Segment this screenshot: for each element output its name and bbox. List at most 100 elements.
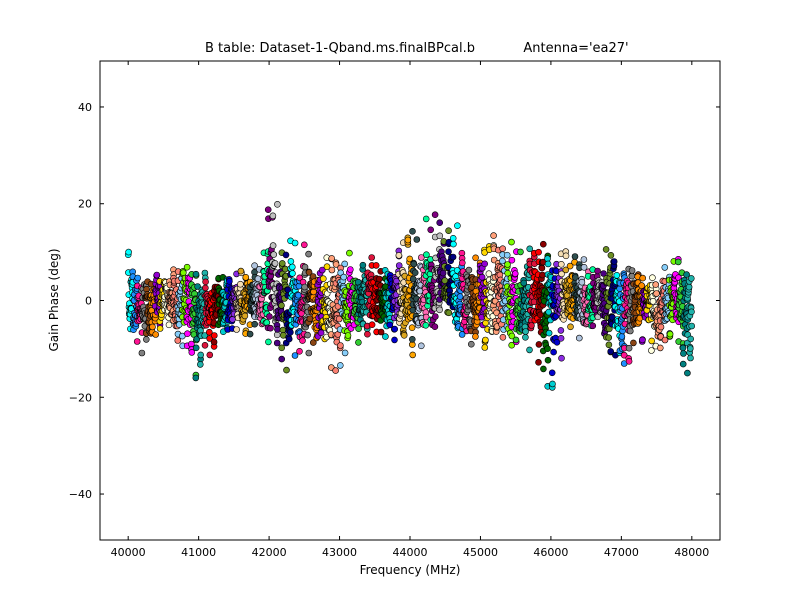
data-point [648, 337, 656, 345]
data-point [557, 327, 565, 334]
data-point [580, 256, 588, 263]
data-point [545, 329, 553, 337]
data-point [485, 270, 493, 278]
data-point [309, 339, 317, 346]
data-point [400, 331, 408, 339]
data-point [237, 280, 244, 288]
data-point [233, 326, 240, 333]
data-point [445, 248, 452, 255]
data-point [687, 335, 695, 343]
data-point [558, 270, 565, 278]
data-point [605, 341, 613, 349]
data-point [184, 330, 191, 338]
data-point [125, 248, 132, 256]
data-point [269, 242, 277, 249]
data-point [201, 341, 209, 349]
chart-subtitle: Antenna='ea27' [523, 41, 628, 56]
data-point [296, 274, 304, 282]
data-point [431, 313, 439, 320]
data-point [481, 260, 489, 268]
data-point [194, 283, 201, 290]
data-point [395, 262, 403, 269]
data-point [544, 260, 552, 268]
data-point [508, 256, 516, 264]
data-point [206, 328, 213, 336]
data-point [305, 250, 312, 258]
data-point [273, 331, 281, 339]
data-point [679, 360, 687, 368]
data-point [628, 267, 636, 274]
data-point [134, 274, 141, 282]
data-point [535, 341, 543, 348]
data-point [408, 324, 416, 332]
data-point [202, 284, 209, 292]
data-point [296, 347, 303, 355]
data-point [656, 344, 664, 352]
data-point [422, 215, 430, 223]
data-point [431, 211, 439, 218]
data-point [197, 361, 204, 368]
data-point [685, 283, 693, 291]
data-point [578, 278, 586, 286]
data-point [143, 336, 150, 343]
data-point [192, 374, 200, 382]
data-point [661, 336, 669, 344]
y-tick-label: 0 [85, 295, 92, 308]
data-point [267, 324, 274, 332]
data-point [580, 263, 588, 271]
data-point [273, 339, 281, 347]
x-tick-label: 43000 [322, 546, 357, 559]
data-point [499, 257, 506, 265]
x-tick-label: 47000 [604, 546, 639, 559]
data-point [180, 269, 187, 277]
data-point [206, 335, 213, 342]
data-point [423, 251, 430, 258]
data-point [626, 327, 634, 335]
data-point [499, 245, 507, 252]
data-point [289, 270, 296, 277]
data-point [174, 337, 182, 344]
data-point [613, 271, 621, 279]
data-point [616, 285, 624, 293]
data-point [522, 328, 529, 335]
data-point [625, 357, 633, 365]
data-point [472, 254, 479, 262]
data-point [409, 351, 417, 359]
data-point [684, 369, 691, 377]
data-point [328, 266, 336, 274]
data-point [679, 344, 687, 352]
y-tick-label: 40 [78, 101, 92, 114]
chart-title: B table: Dataset-1-Qband.ms.finalBPcal.b [205, 41, 475, 56]
data-point [288, 263, 296, 271]
x-tick-label: 42000 [252, 546, 287, 559]
data-point [526, 346, 533, 354]
data-point [317, 329, 325, 337]
data-point [153, 271, 161, 279]
data-point [544, 345, 551, 353]
data-point [149, 323, 156, 331]
data-point [490, 232, 497, 239]
x-tick-label: 45000 [463, 546, 498, 559]
y-axis-label: Gain Phase (deg) [47, 248, 61, 351]
data-point [504, 261, 511, 268]
data-point [458, 259, 466, 267]
data-point [688, 322, 696, 330]
data-point [535, 248, 542, 256]
data-point [391, 325, 399, 333]
data-point [444, 263, 452, 271]
data-point [202, 278, 209, 286]
data-point [152, 331, 159, 338]
data-point [630, 339, 637, 347]
data-point [210, 338, 218, 346]
data-point [439, 269, 447, 277]
data-point [304, 331, 311, 339]
data-point [600, 270, 607, 277]
data-point [274, 326, 281, 333]
data-point [278, 355, 286, 363]
data-point [530, 298, 538, 306]
data-point [436, 306, 443, 314]
data-point [520, 279, 528, 287]
data-point [372, 262, 380, 269]
data-point [264, 206, 272, 213]
data-point [427, 226, 435, 234]
